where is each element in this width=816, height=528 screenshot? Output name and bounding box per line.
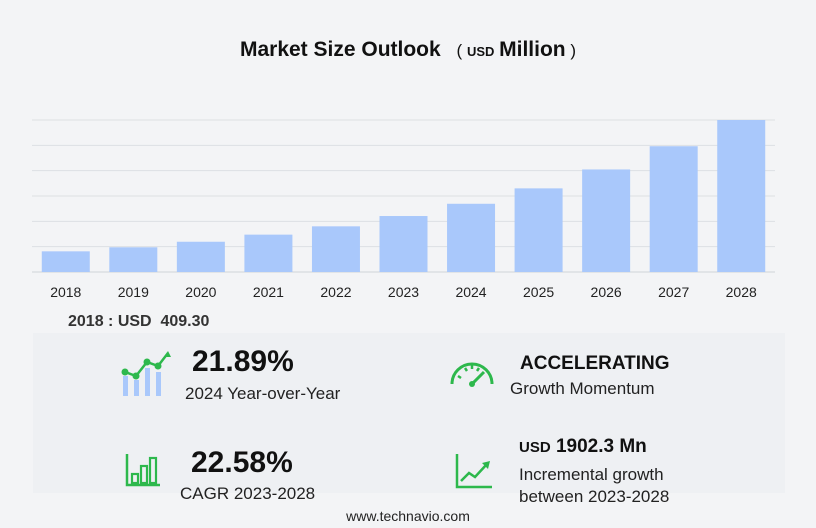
bar-2028 [717,120,766,272]
base-year-value: 2018 : USD 409.30 [68,313,209,331]
bar-2022 [311,226,360,272]
momentum-label: Growth Momentum [510,379,655,398]
base-year-label: 2018 : USD [68,313,152,330]
incremental-amount: 1902.3 Mn [555,436,647,457]
yoy-label: 2024 Year-over-Year [185,384,341,403]
bar-2020 [176,241,225,272]
unit-scale: Million [499,38,566,61]
tick-label-2024: 2024 [455,284,486,300]
unit-currency: USD [466,44,495,59]
bar-2021 [244,234,293,272]
bar-chart: 2018 2019 2020 2021 2022 2023 2024 2025 2026 2027… [32,119,775,300]
tick-label-2020: 2020 [185,284,216,300]
chart-title: Market Size Outlook ( USD Million ) [0,38,816,62]
bar-2024 [447,203,496,272]
footer-url: www.technavio.com [346,508,470,524]
bars [41,120,766,272]
bar-2025 [514,188,563,272]
tick-label-2018: 2018 [50,284,81,300]
tick-label-2026: 2026 [591,284,622,300]
tick-label-2023: 2023 [388,284,419,300]
bar-2026 [582,169,631,272]
speedometer-icon [450,362,494,387]
bar-2019 [109,247,158,272]
momentum-value: ACCELERATING [520,353,670,374]
tick-label-2027: 2027 [658,284,689,300]
yoy-value: 21.89% [192,345,294,378]
tick-label-2019: 2019 [118,284,149,300]
tick-label-2025: 2025 [523,284,554,300]
cagr-label: CAGR 2023-2028 [180,484,316,503]
tick-label-2028: 2028 [726,284,757,300]
growth-bars-icon [121,351,171,396]
tick-label-2022: 2022 [320,284,351,300]
cagr-value: 22.58% [191,446,293,479]
incremental-currency: USD [519,439,551,456]
base-year-amount: 409.30 [160,313,210,330]
tick-label-2021: 2021 [253,284,284,300]
bar-chart-icon [125,454,160,487]
bar-2018 [41,251,90,272]
incremental-label-1: Incremental growth [519,465,664,484]
chart-title-main: Market Size Outlook [239,38,441,61]
incremental-label-2: between 2023-2028 [519,487,670,506]
kpi-panel [33,333,785,493]
bar-2027 [649,146,698,272]
x-tick-labels: 2018 2019 2020 2021 2022 2023 2024 2025 2026 2027… [50,284,757,300]
chart-title-unit: ( USD Million ) [456,38,577,61]
trend-line-icon [455,454,492,489]
incremental-value: USD 1902.3 Mn [519,436,647,458]
bar-2023 [379,216,428,272]
